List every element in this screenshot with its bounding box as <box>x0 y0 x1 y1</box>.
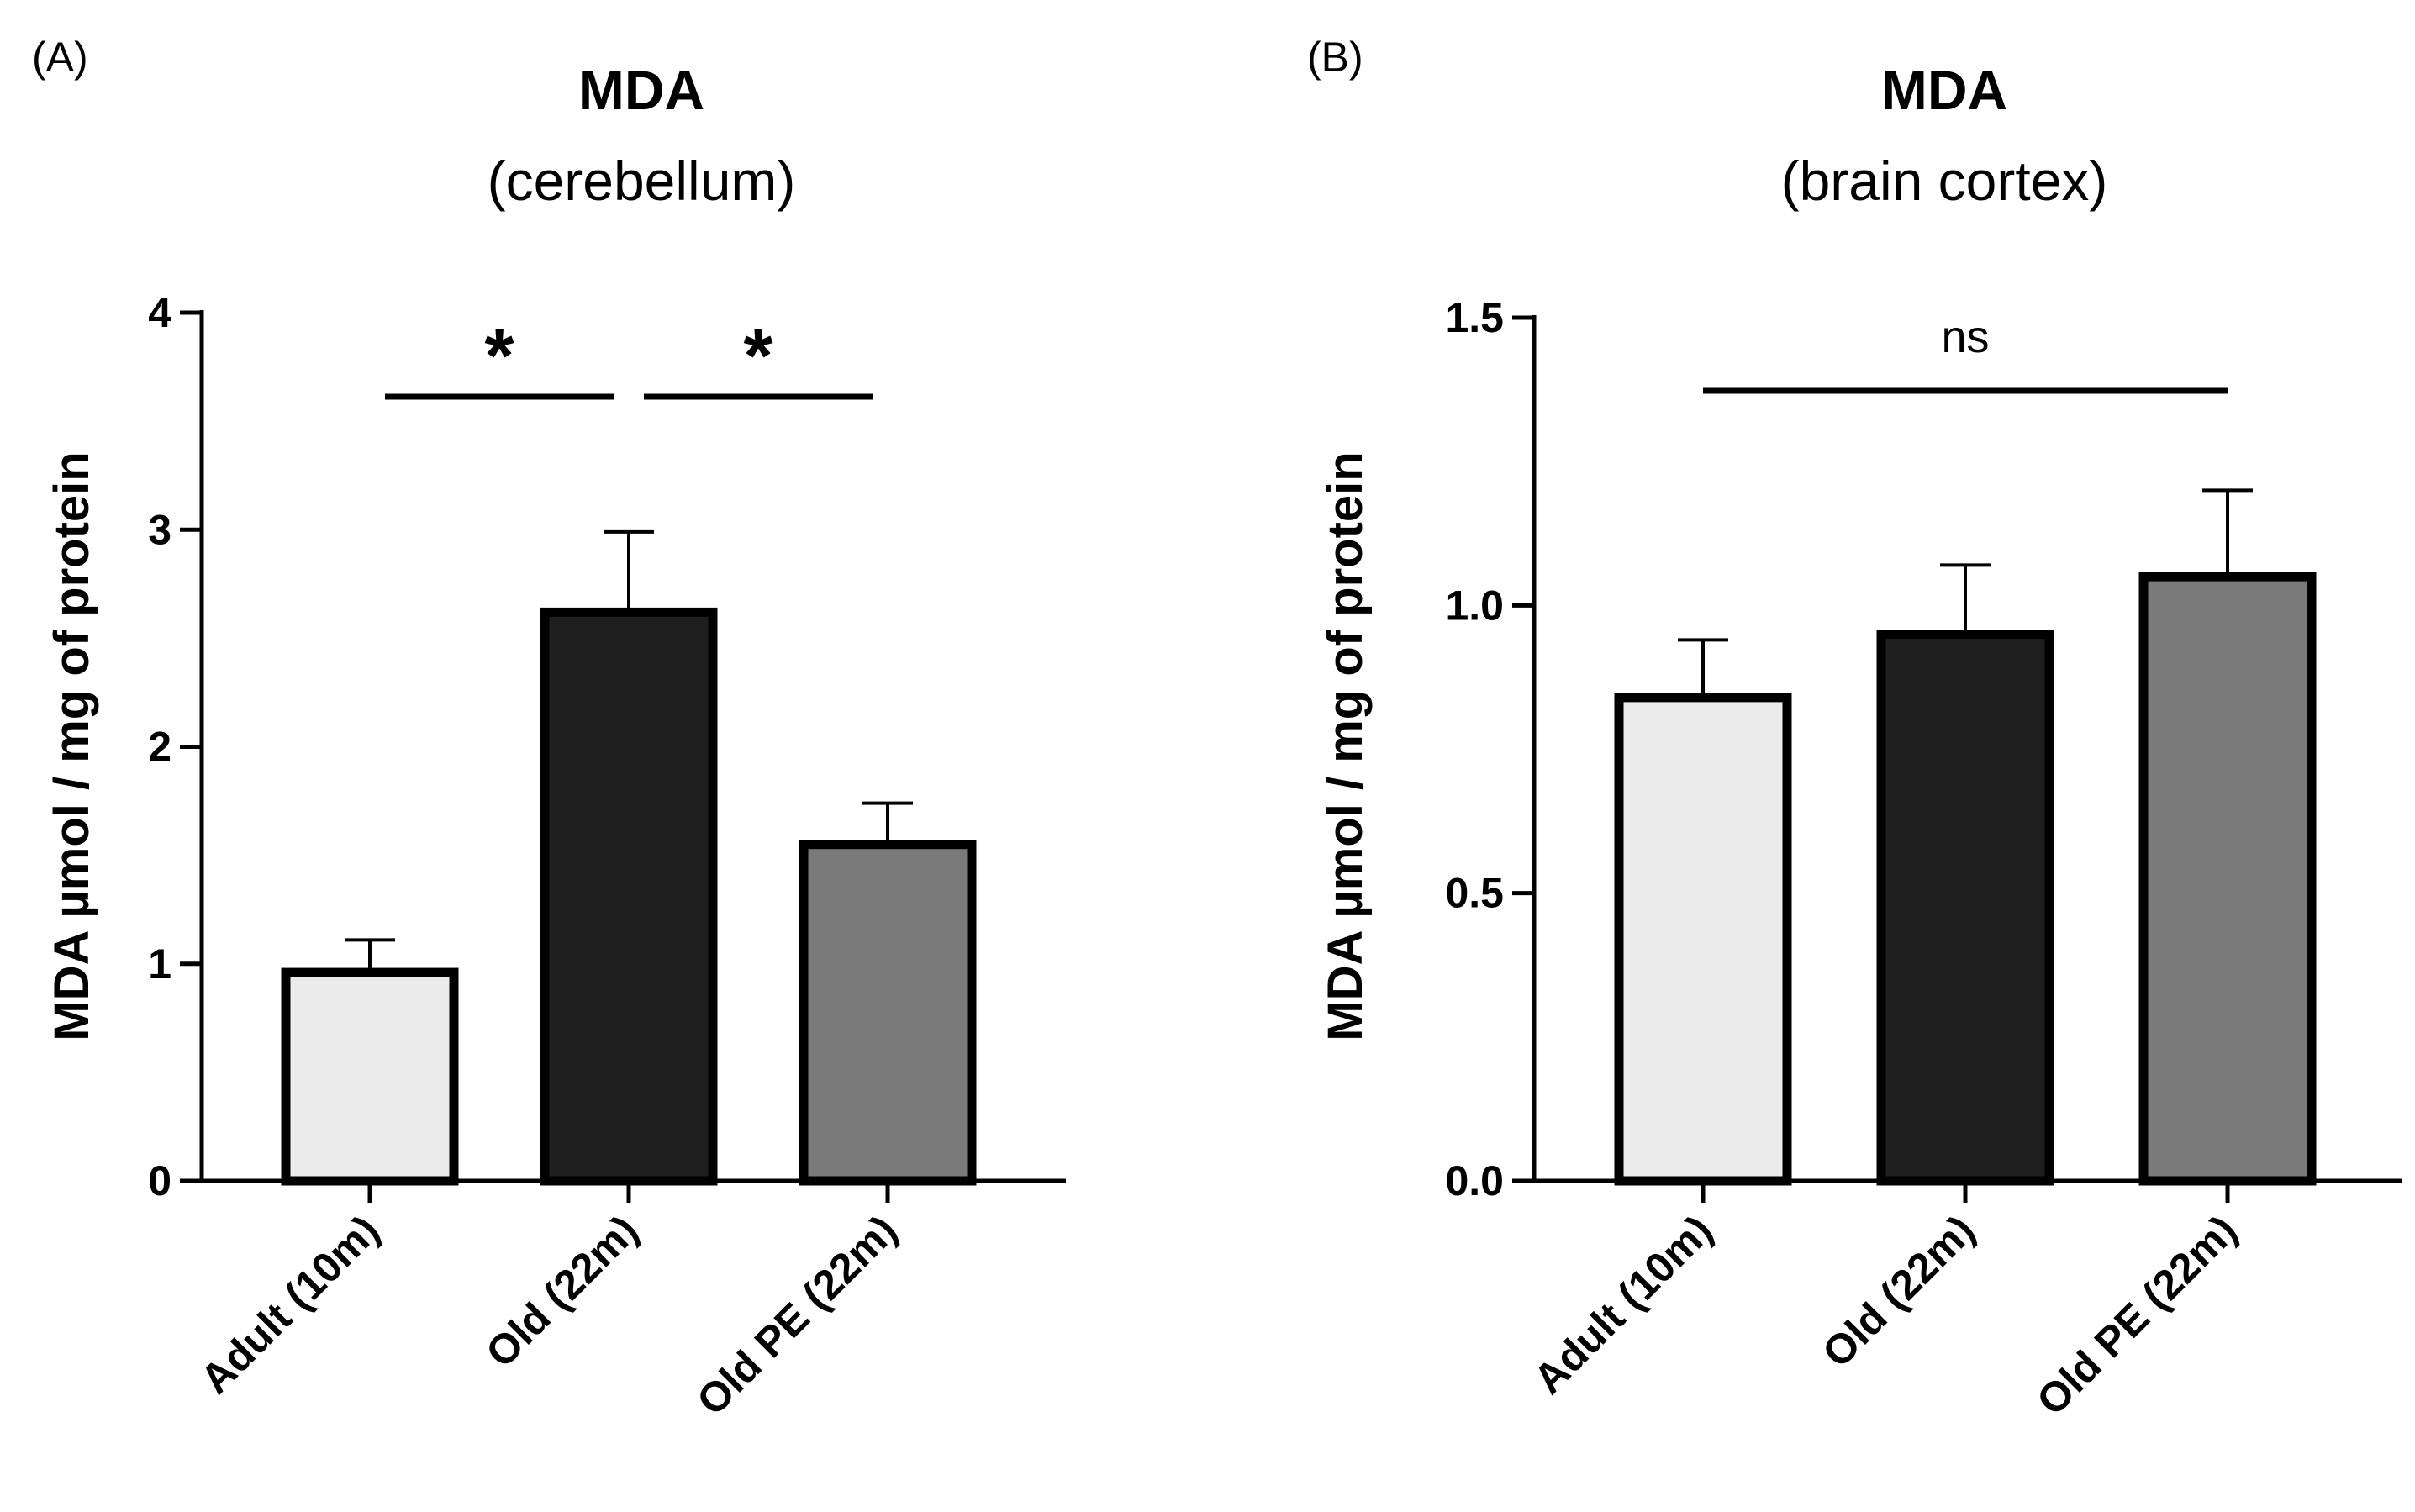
x-tick-label: Adult (10m) <box>1525 1206 1722 1403</box>
panel-label: (B) <box>1307 34 1363 81</box>
panel-b-brain-cortex: (B) MDA (brain cortex) MDA µmol / mg of … <box>1307 34 2402 1425</box>
significance-label: ns <box>1941 312 1989 362</box>
chart-subtitle: (cerebellum) <box>488 150 796 212</box>
x-tick-label: Old (22m) <box>1813 1206 1984 1377</box>
y-tick-label: 0 <box>148 1157 171 1204</box>
x-tick-label: Old PE (22m) <box>688 1206 906 1425</box>
y-tick-label: 1.0 <box>1445 582 1504 629</box>
y-tick-label: 3 <box>148 506 171 553</box>
plot-area: 0 1 2 3 4 Adult (10m) Old (22m) Old PE (22m) * * <box>148 289 1066 1425</box>
significance-label: * <box>484 314 514 398</box>
y-tick-label: 1.5 <box>1445 294 1504 341</box>
x-tick-label: Old PE (22m) <box>2027 1206 2246 1425</box>
bar <box>540 607 718 1186</box>
y-axis-label: MDA µmol / mg of protein <box>1318 451 1373 1040</box>
plot-area: 0.0 0.5 1.0 1.5 Adult (10m) Old (22m) Old PE (… <box>1445 294 2402 1425</box>
x-tick-label: Old (22m) <box>477 1206 647 1377</box>
y-axis-label: MDA µmol / mg of protein <box>45 451 99 1040</box>
panel-label: (A) <box>32 34 88 81</box>
y-tick-label: 2 <box>148 724 171 771</box>
bar <box>281 967 459 1186</box>
bar <box>1876 630 2054 1186</box>
bar <box>1614 693 1792 1186</box>
chart-title: MDA <box>1881 59 2007 121</box>
chart-title: MDA <box>578 59 704 121</box>
bar <box>799 840 977 1186</box>
chart-subtitle: (brain cortex) <box>1781 150 2108 212</box>
y-tick-label: 0.0 <box>1445 1157 1504 1204</box>
panel-a-cerebellum: (A) MDA (cerebellum) MDA µmol / mg of pr… <box>32 34 1066 1425</box>
y-tick-label: 0.5 <box>1445 870 1504 917</box>
significance-label: * <box>743 314 772 398</box>
bar <box>2138 572 2317 1186</box>
y-tick-label: 4 <box>148 289 171 336</box>
y-tick-label: 1 <box>148 940 171 988</box>
x-tick-label: Adult (10m) <box>192 1206 388 1403</box>
